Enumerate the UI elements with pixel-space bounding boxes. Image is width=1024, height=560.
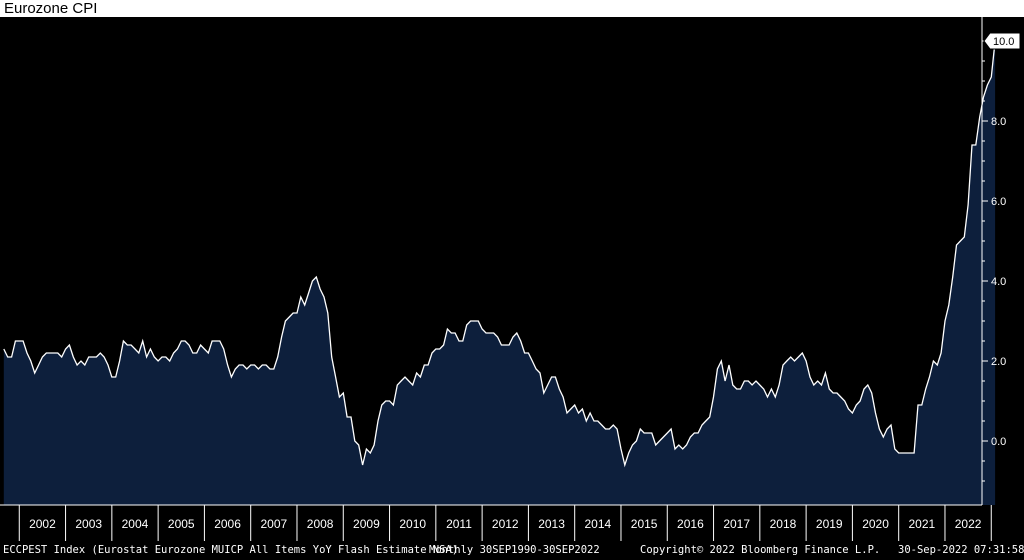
- x-tick-label: 2020: [862, 517, 889, 531]
- last-value-marker: 10.0: [983, 32, 1021, 50]
- chart-title: Eurozone CPI: [4, 0, 98, 17]
- footer-bar: ECCPEST Index (Eurostat Eurozone MUICP A…: [0, 541, 1024, 560]
- footer-period: Monthly 30SEP1990-30SEP2022: [429, 544, 600, 556]
- y-tick-label: 0.0: [991, 436, 1006, 448]
- cpi-area: [3, 41, 996, 505]
- x-tick-label: 2002: [29, 517, 56, 531]
- x-tick-label: 2003: [75, 517, 102, 531]
- x-tick-label: 2018: [770, 517, 797, 531]
- x-tick-label: 2014: [584, 517, 611, 531]
- x-tick-label: 2013: [538, 517, 565, 531]
- x-tick-label: 2007: [260, 517, 287, 531]
- y-tick-label: 4.0: [991, 276, 1006, 288]
- footer-copyright: Copyright© 2022 Bloomberg Finance L.P.: [640, 544, 881, 556]
- x-tick-label: 2004: [122, 517, 149, 531]
- x-tick-label: 2016: [677, 517, 704, 531]
- cpi-line: [3, 40, 996, 468]
- x-tick-label: 2022: [955, 517, 982, 531]
- x-tick-label: 2005: [168, 517, 195, 531]
- x-axis: 2002 2003 2004 2005 2006 2007 2008 2009 2010 2011…: [0, 504, 992, 541]
- y-axis: 0.0 2.0 4.0 6.0 8.0: [981, 17, 1006, 505]
- x-tick-label: 2012: [492, 517, 519, 531]
- footer-description: ECCPEST Index (Eurostat Eurozone MUICP A…: [3, 544, 459, 556]
- last-value-label: 10.0: [993, 36, 1014, 48]
- x-tick-label: 2011: [446, 517, 472, 531]
- chart-svg: 0.0 2.0 4.0 6.0 8.0 2002 2003 2004 2005 2006 2007…: [0, 17, 1024, 541]
- y-tick-label: 2.0: [991, 356, 1006, 368]
- x-tick-label: 2010: [399, 517, 426, 531]
- x-tick-label: 2006: [214, 517, 241, 531]
- y-tick-label: 8.0: [991, 116, 1006, 128]
- last-value-box: [983, 32, 1021, 50]
- x-tick-label: 2019: [816, 517, 843, 531]
- x-tick-label: 2017: [723, 517, 750, 531]
- x-tick-label: 2009: [353, 517, 380, 531]
- y-tick-label: 6.0: [991, 196, 1006, 208]
- x-tick-label: 2015: [631, 517, 658, 531]
- footer-timestamp: 30-Sep-2022 07:31:58: [898, 544, 1024, 556]
- x-tick-label: 2021: [908, 517, 935, 531]
- x-tick-label: 2008: [307, 517, 334, 531]
